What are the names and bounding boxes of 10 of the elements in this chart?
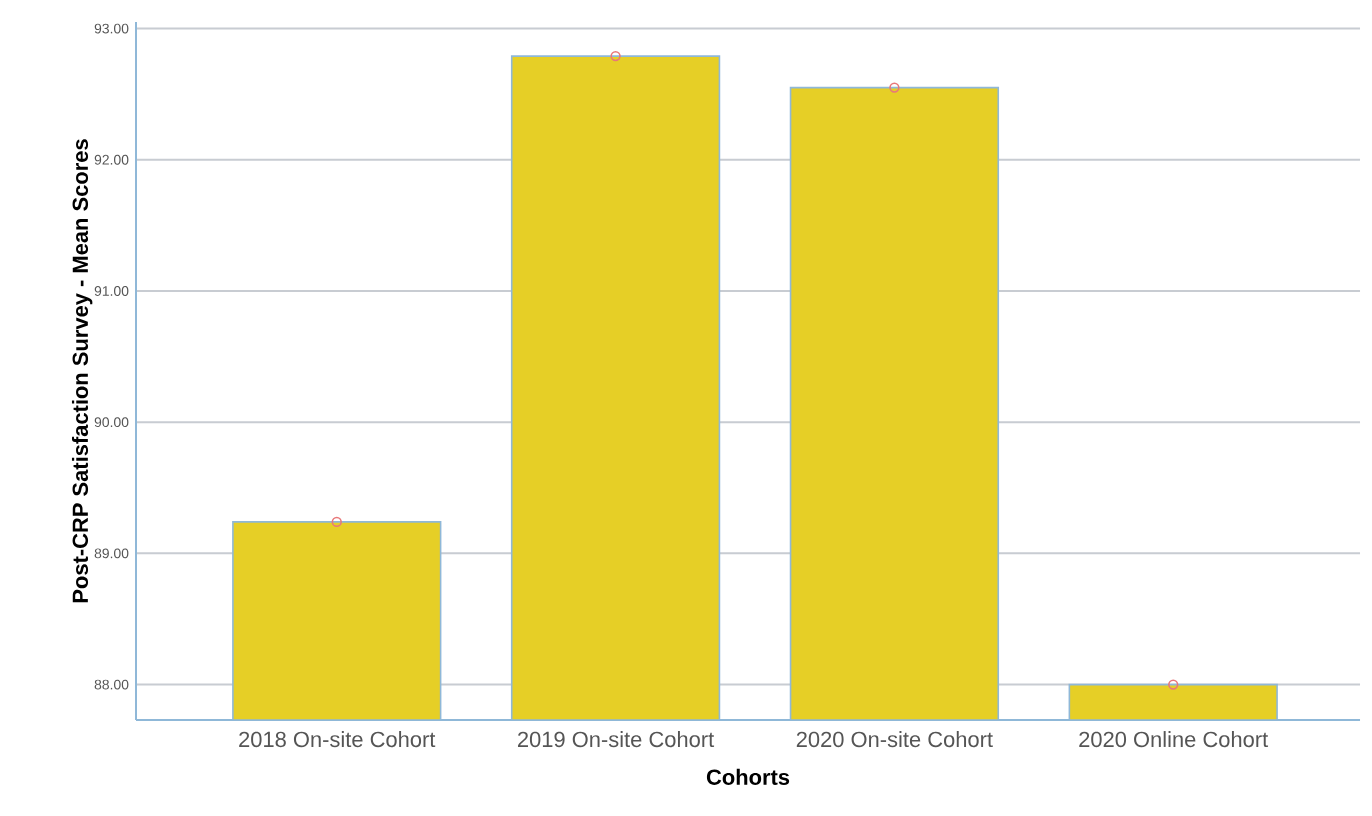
- x-tick-label: 2019 On-site Cohort: [517, 731, 715, 748]
- point: [889, 82, 900, 93]
- point: [331, 516, 342, 528]
- x-tick-label: 2018 On-site Cohort: [239, 731, 436, 748]
- y-axis-title: Post-CRP Satisfaction Survey - Mean Scores: [71, 139, 93, 603]
- point: [610, 50, 621, 62]
- point: [1168, 679, 1179, 690]
- x-axis-title: Cohorts: [706, 768, 790, 785]
- x-tick-label: 2020 Online Cohort: [1079, 731, 1269, 748]
- x-tick-label: 2020 On-site Cohort: [796, 731, 993, 748]
